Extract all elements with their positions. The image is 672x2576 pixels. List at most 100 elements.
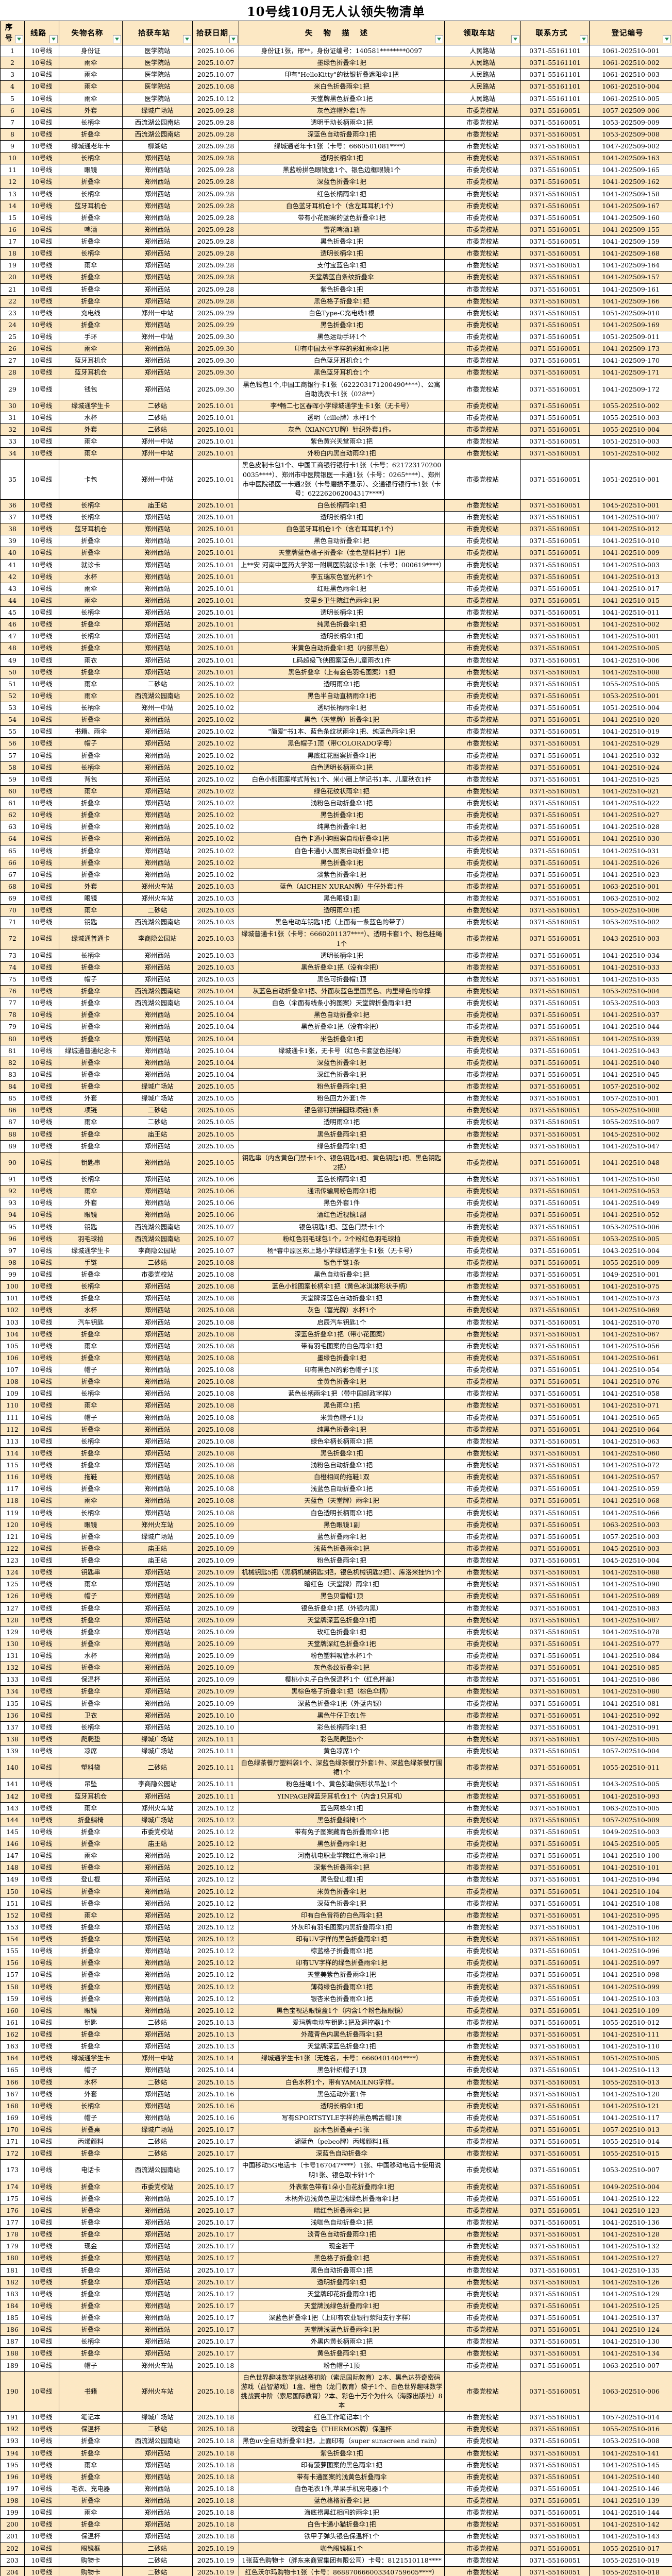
cell-item-name[interactable]: 折叠伞 bbox=[59, 1614, 123, 1626]
cell-found-date[interactable]: 2025.10.11 bbox=[192, 1778, 239, 1791]
cell-pickup-station[interactable]: 市委党校站 bbox=[444, 749, 521, 762]
cell-pickup-station[interactable]: 市委党校站 bbox=[444, 1068, 521, 1081]
cell-line[interactable]: 10号线 bbox=[24, 2099, 59, 2112]
cell-index[interactable]: 69 bbox=[0, 892, 25, 905]
cell-found-date[interactable]: 2025.10.18 bbox=[192, 2495, 239, 2507]
cell-description[interactable]: 玫红色折叠伞1把 bbox=[239, 1625, 445, 1638]
cell-index[interactable]: 134 bbox=[0, 1685, 25, 1698]
cell-pickup-station[interactable]: 市委党校站 bbox=[444, 985, 521, 998]
cell-item-name[interactable]: 折叠伞 bbox=[59, 2447, 123, 2460]
cell-item-name[interactable]: 折叠伞 bbox=[59, 749, 123, 762]
cell-reg-no[interactable]: 1057-202510-005 bbox=[589, 1733, 672, 1746]
cell-item-name[interactable]: 折叠伞 bbox=[59, 318, 123, 332]
cell-index[interactable]: 140 bbox=[0, 1757, 25, 1779]
cell-item-name[interactable]: 雨伞 bbox=[59, 1185, 123, 1198]
cell-index[interactable]: 4 bbox=[0, 80, 25, 93]
cell-found-date[interactable]: 2025.10.18 bbox=[192, 2518, 239, 2531]
cell-description[interactable]: 黑色折叠伞1把（没有伞把） bbox=[239, 961, 445, 974]
cell-index[interactable]: 65 bbox=[0, 844, 25, 857]
cell-index[interactable]: 99 bbox=[0, 1268, 25, 1281]
cell-line[interactable]: 10号线 bbox=[24, 2040, 59, 2053]
cell-contact[interactable]: 0371-55161101 bbox=[520, 45, 590, 58]
cell-found-station[interactable]: 二砂站 bbox=[122, 1116, 193, 1129]
cell-reg-no[interactable]: 1041-202510-019 bbox=[589, 725, 672, 738]
cell-contact[interactable]: 0371-55160051 bbox=[520, 1376, 590, 1388]
cell-reg-no[interactable]: 1041-202510-049 bbox=[589, 1197, 672, 1210]
cell-line[interactable]: 10号线 bbox=[24, 654, 59, 667]
cell-description[interactable]: 棕蓝格子折叠雨伞1把 bbox=[239, 1945, 445, 1958]
cell-index[interactable]: 183 bbox=[0, 2287, 25, 2300]
cell-item-name[interactable]: 折叠伞 bbox=[59, 211, 123, 224]
cell-reg-no[interactable]: 1041-202510-077 bbox=[589, 1637, 672, 1651]
cell-found-station[interactable]: 郑州西站 bbox=[122, 1850, 193, 1862]
cell-contact[interactable]: 0371-55160051 bbox=[520, 1945, 590, 1958]
cell-line[interactable]: 10号线 bbox=[24, 318, 59, 332]
cell-contact[interactable]: 0371-55160051 bbox=[520, 211, 590, 224]
cell-line[interactable]: 10号线 bbox=[24, 2088, 59, 2100]
cell-index[interactable]: 74 bbox=[0, 961, 25, 974]
cell-reg-no[interactable]: 1041-202510-076 bbox=[589, 1376, 672, 1388]
cell-description[interactable]: 黄色折叠雨伞1把 bbox=[239, 2347, 445, 2360]
cell-reg-no[interactable]: 1041-202510-129 bbox=[589, 2287, 672, 2300]
cell-pickup-station[interactable]: 市委党校站 bbox=[444, 1709, 521, 1722]
cell-found-date[interactable]: 2025.10.01 bbox=[192, 630, 239, 643]
cell-index[interactable]: 67 bbox=[0, 868, 25, 881]
cell-reg-no[interactable]: 1041-202510-029 bbox=[589, 737, 672, 750]
cell-contact[interactable]: 0371-55160051 bbox=[520, 1459, 590, 1472]
cell-found-date[interactable]: 2025.10.04 bbox=[192, 997, 239, 1010]
cell-contact[interactable]: 0371-55160051 bbox=[520, 1244, 590, 1257]
cell-index[interactable]: 110 bbox=[0, 1399, 25, 1412]
cell-line[interactable]: 10号线 bbox=[24, 283, 59, 296]
cell-line[interactable]: 10号线 bbox=[24, 1092, 59, 1105]
cell-item-name[interactable]: 书籍、雨伞 bbox=[59, 725, 123, 738]
cell-item-name[interactable]: 折叠伞 bbox=[59, 2276, 123, 2289]
cell-description[interactable]: 上**安 河南中医药大学第一附属医院就诊卡1张（卡号：000619****） bbox=[239, 558, 445, 571]
cell-reg-no[interactable]: 1041-202510-060 bbox=[589, 1447, 672, 1460]
cell-item-name[interactable]: 保温杯 bbox=[59, 1673, 123, 1686]
cell-found-date[interactable]: 2025.10.09 bbox=[192, 1578, 239, 1591]
cell-reg-no[interactable]: 1041-202510-069 bbox=[589, 1304, 672, 1317]
cell-item-name[interactable]: 长柄伞 bbox=[59, 761, 123, 774]
cell-reg-no[interactable]: 1041-202510-124 bbox=[589, 2324, 672, 2336]
cell-line[interactable]: 10号线 bbox=[24, 2124, 59, 2137]
cell-description[interactable]: 印有白色音符的白色雨伞1把 bbox=[239, 1909, 445, 1922]
cell-line[interactable]: 10号线 bbox=[24, 511, 59, 524]
cell-reg-no[interactable]: 1053-202510-008 bbox=[589, 2435, 672, 2448]
cell-contact[interactable]: 0371-55160051 bbox=[520, 459, 590, 500]
cell-index[interactable]: 189 bbox=[0, 2359, 25, 2372]
cell-item-name[interactable]: 折叠伞 bbox=[59, 1080, 123, 1093]
cell-line[interactable]: 10号线 bbox=[24, 618, 59, 631]
cell-pickup-station[interactable]: 市委党校站 bbox=[444, 1435, 521, 1448]
cell-found-station[interactable]: 庙王站 bbox=[122, 1542, 193, 1555]
cell-line[interactable]: 10号线 bbox=[24, 1495, 59, 1507]
cell-description[interactable]: "简爱"书1本、蓝色条纹状雨伞1把、纯蓝色雨伞1把 bbox=[239, 725, 445, 738]
cell-index[interactable]: 151 bbox=[0, 1897, 25, 1910]
cell-reg-no[interactable]: 1041-202510-075 bbox=[589, 1280, 672, 1293]
cell-found-date[interactable]: 2025.10.17 bbox=[192, 2347, 239, 2360]
cell-description[interactable]: 天堂牌深红色折叠伞1把 bbox=[239, 1637, 445, 1651]
cell-contact[interactable]: 0371-55160051 bbox=[520, 2482, 590, 2496]
cell-item-name[interactable]: 折叠伞 bbox=[59, 1554, 123, 1567]
cell-reg-no[interactable]: 1041-202510-072 bbox=[589, 1459, 672, 1472]
cell-index[interactable]: 48 bbox=[0, 642, 25, 655]
cell-item-name[interactable]: 折叠伞 bbox=[59, 535, 123, 548]
cell-description[interactable]: 银杏米色折叠雨伞1把 bbox=[239, 1992, 445, 2005]
cell-index[interactable]: 7 bbox=[0, 116, 25, 129]
cell-description[interactable]: 支付宝蓝色伞1把 bbox=[239, 259, 445, 272]
cell-found-station[interactable]: 医学院站 bbox=[122, 45, 193, 58]
cell-found-date[interactable]: 2025.10.01 bbox=[192, 570, 239, 583]
cell-found-date[interactable]: 2025.10.08 bbox=[192, 1423, 239, 1436]
cell-found-date[interactable]: 2025.10.12 bbox=[192, 1933, 239, 1946]
cell-index[interactable]: 56 bbox=[0, 737, 25, 750]
cell-contact[interactable]: 0371-55160051 bbox=[520, 856, 590, 869]
cell-description[interactable]: 黑色自动折叠伞1把 bbox=[239, 535, 445, 548]
cell-pickup-station[interactable]: 市委党校站 bbox=[444, 1056, 521, 1069]
cell-found-station[interactable]: 郑州西站 bbox=[122, 176, 193, 189]
cell-pickup-station[interactable]: 市委党校站 bbox=[444, 1733, 521, 1746]
cell-pickup-station[interactable]: 市委党校站 bbox=[444, 1151, 521, 1174]
cell-reg-no[interactable]: 1041-202510-001 bbox=[589, 630, 672, 643]
cell-item-name[interactable]: 折叠伞 bbox=[59, 283, 123, 296]
cell-pickup-station[interactable]: 市委党校站 bbox=[444, 2459, 521, 2471]
cell-found-date[interactable]: 2025.10.18 bbox=[192, 2470, 239, 2483]
cell-item-name[interactable]: 充电线 bbox=[59, 307, 123, 319]
